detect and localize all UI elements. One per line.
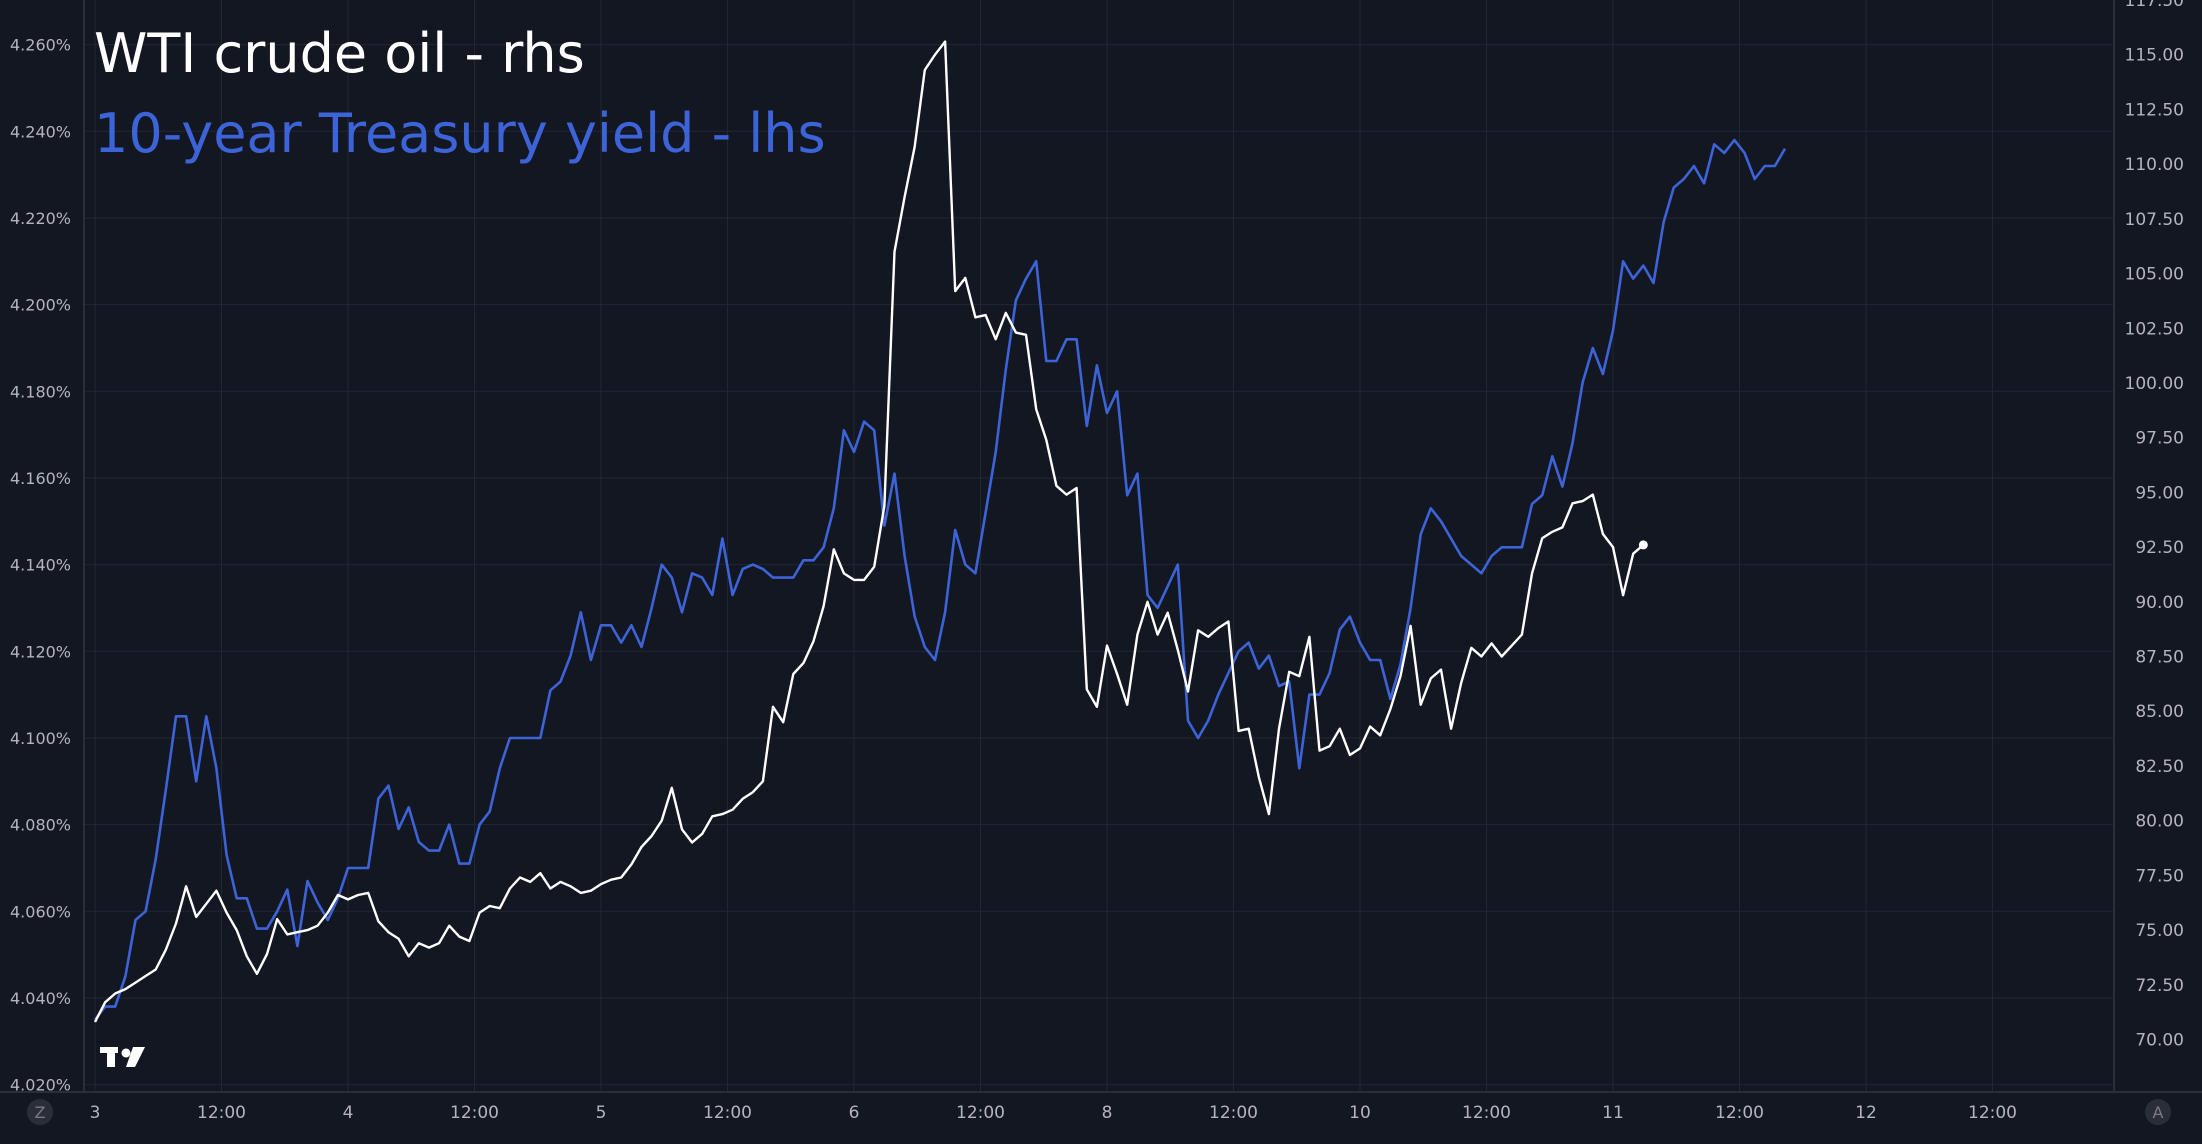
- series-line-treasury-yield: [93, 138, 1787, 1021]
- right-axis-tick-label: 70.00: [2135, 1030, 2184, 1050]
- right-axis-tick-label: 110.00: [2125, 155, 2184, 175]
- x-tick-label: 12:00: [1968, 1103, 2017, 1123]
- auto-scale-button-bg[interactable]: [2145, 1099, 2171, 1125]
- left-axis-tick-label: 4.220%: [10, 209, 71, 228]
- x-tick-label: 8: [1102, 1103, 1113, 1123]
- tradingview-logo-icon: [100, 1047, 145, 1067]
- left-axis-tick-label: 4.040%: [10, 989, 71, 1008]
- right-axis-tick-label: 92.50: [2135, 538, 2184, 558]
- left-axis-tick-label: 4.200%: [10, 296, 71, 315]
- series-line-wti-oil: [93, 40, 1645, 1023]
- right-axis-tick-label: 117.50: [2125, 0, 2184, 11]
- x-tick-label: 6: [849, 1103, 860, 1123]
- time-zone-button-label[interactable]: Z: [35, 1103, 46, 1122]
- x-tick-label: 5: [596, 1103, 607, 1123]
- time-zone-button-bg[interactable]: [27, 1099, 53, 1125]
- right-axis-tick-label: 77.50: [2135, 866, 2184, 886]
- right-axis-tick-label: 100.00: [2125, 374, 2184, 394]
- left-axis-tick-label: 4.180%: [10, 382, 71, 401]
- x-tick-label: 12:00: [1209, 1103, 1258, 1123]
- x-tick-label: 12:00: [1715, 1103, 1764, 1123]
- right-axis-tick-label: 97.50: [2135, 429, 2184, 449]
- right-axis-tick-label: 107.50: [2125, 210, 2184, 230]
- x-tick-label: 3: [90, 1103, 101, 1123]
- right-axis-tick-label: 82.50: [2135, 757, 2184, 777]
- left-axis-tick-label: 4.100%: [10, 729, 71, 748]
- right-axis-tick-label: 105.00: [2125, 265, 2184, 285]
- x-tick-label: 12:00: [703, 1103, 752, 1123]
- logo-part: [121, 1048, 131, 1058]
- right-axis-tick-label: 102.50: [2125, 319, 2184, 339]
- right-axis-tick-label: 72.50: [2135, 976, 2184, 996]
- x-tick-label: 12:00: [450, 1103, 499, 1123]
- grid-layer: [84, 0, 2114, 1092]
- right-axis-tick-label: 90.00: [2135, 593, 2184, 613]
- left-axis-tick-label: 4.140%: [10, 556, 71, 575]
- right-axis-tick-label: 95.00: [2135, 483, 2184, 503]
- left-axis-tick-label: 4.160%: [10, 469, 71, 488]
- left-axis-tick-label: 4.020%: [10, 1076, 71, 1095]
- x-tick-label: 11: [1602, 1103, 1624, 1123]
- series-layer: [93, 40, 1787, 1023]
- left-axis-tick-label: 4.120%: [10, 642, 71, 661]
- right-axis-tick-label: 85.00: [2135, 702, 2184, 722]
- time-zone-button[interactable]: Z: [27, 1099, 53, 1125]
- auto-scale-button[interactable]: A: [2145, 1099, 2171, 1125]
- right-axis-tick-label: 75.00: [2135, 921, 2184, 941]
- logo-part: [107, 1047, 115, 1067]
- right-axis-tick-label: 115.00: [2125, 46, 2184, 66]
- left-axis-tick-label: 4.240%: [10, 122, 71, 141]
- left-axis-tick-label: 4.260%: [10, 36, 71, 55]
- x-tick-label: 12:00: [1462, 1103, 1511, 1123]
- left-axis-tick-label: 4.080%: [10, 816, 71, 835]
- right-axis-tick-label: 112.50: [2125, 100, 2184, 120]
- right-axis-tick-label: 80.00: [2135, 812, 2184, 832]
- x-tick-label: 4: [343, 1103, 354, 1123]
- x-tick-label: 10: [1349, 1103, 1371, 1123]
- x-tick-label: 12:00: [956, 1103, 1005, 1123]
- right-axis-tick-label: 87.50: [2135, 648, 2184, 668]
- x-tick-label: 12: [1855, 1103, 1877, 1123]
- left-axis-tick-label: 4.060%: [10, 902, 71, 921]
- logo-part: [126, 1047, 145, 1067]
- x-tick-label: 12:00: [197, 1103, 246, 1123]
- legend-oil: WTI crude oil - rhs: [94, 22, 585, 85]
- series-end-marker: [1638, 540, 1648, 550]
- auto-scale-button-label[interactable]: A: [2153, 1103, 2164, 1122]
- legend-yield: 10-year Treasury yield - lhs: [94, 102, 826, 165]
